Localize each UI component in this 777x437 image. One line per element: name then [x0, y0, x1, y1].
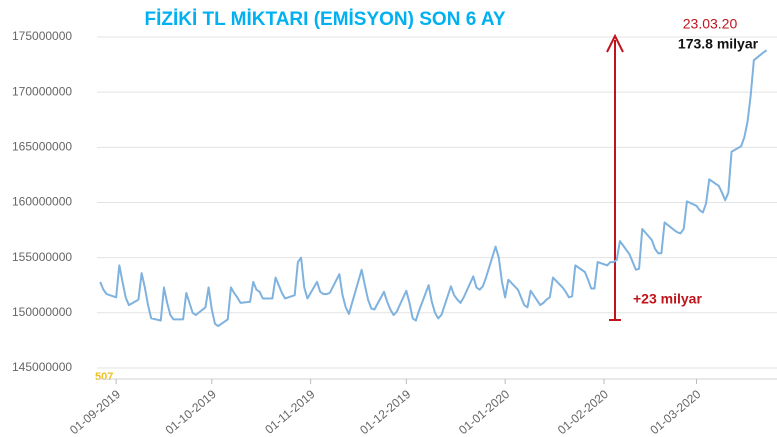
x-tick-label: 01-12-2019: [357, 387, 413, 437]
chart-title: FİZİKİ TL MİKTARI (EMİSYON) SON 6 AY: [144, 9, 505, 30]
annotation-value: 173.8 milyar: [678, 36, 759, 52]
y-tick-label: 170000000: [12, 84, 72, 98]
y-tick-label: 165000000: [12, 140, 72, 154]
y-tick-label: 155000000: [12, 250, 72, 264]
x-tick-label: 01-01-2020: [456, 387, 512, 437]
annotation-date: 23.03.20: [683, 16, 738, 32]
x-tick-label: 01-09-2019: [67, 387, 123, 437]
y-tick-label: 160000000: [12, 195, 72, 209]
arrow-head: [606, 33, 624, 53]
x-tick-label: 01-10-2019: [163, 387, 219, 437]
data-line: [99, 49, 768, 328]
x-tick-label: 01-02-2020: [555, 387, 611, 437]
x-tick-label: 01-03-2020: [647, 387, 703, 437]
y-tick-label: 150000000: [12, 305, 72, 319]
annotation-note: 507: [95, 371, 113, 383]
annotation-change: +23 milyar: [633, 291, 702, 307]
y-tick-label: 175000000: [12, 29, 72, 43]
x-tick-label: 01-11-2019: [262, 387, 318, 437]
y-tick-label: 145000000: [12, 360, 72, 374]
